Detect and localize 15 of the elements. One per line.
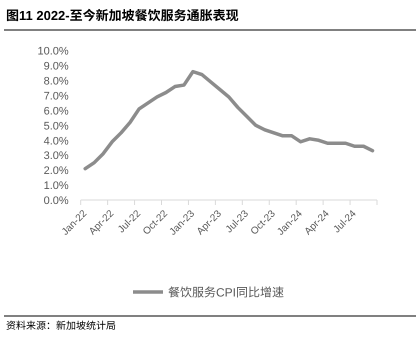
text: 资料来源：新加坡统计局 (6, 320, 116, 332)
y-tick-label: 8.0% (44, 76, 69, 88)
y-tick-label: 2.0% (44, 165, 69, 178)
y-tick-label: 9.0% (44, 60, 69, 73)
y-tick-label: 7.0% (44, 90, 69, 102)
y-tick-label: 1.0% (44, 180, 69, 192)
line-series (83, 70, 374, 170)
y-tick-label: 3.0% (44, 150, 69, 162)
chart-title: 图11 2022-至今新加坡餐饮服务通胀表现 (6, 8, 239, 23)
y-tick-label: 6.0% (44, 105, 69, 118)
y-tick-label: 4.0% (44, 135, 69, 148)
y-tick-label: 5.0% (44, 120, 69, 132)
legend-label: 餐饮服务CPI同比增速 (168, 286, 284, 300)
y-tick-label: 10.0% (37, 46, 69, 58)
y-tick-label: 0.0% (44, 195, 69, 207)
